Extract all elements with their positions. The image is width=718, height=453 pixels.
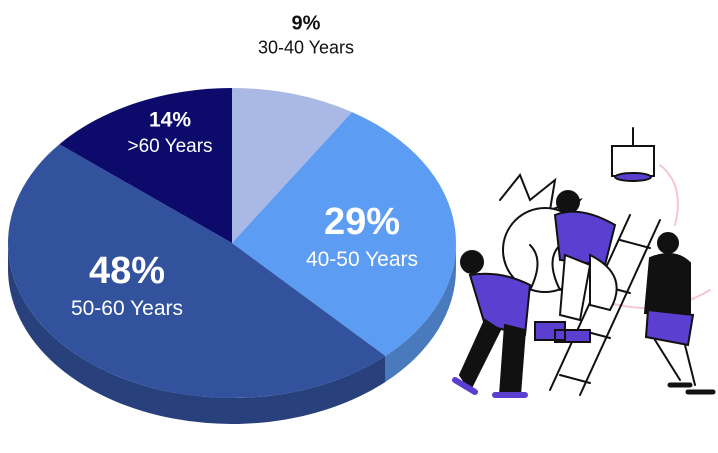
slice (232, 88, 353, 243)
category-label: >60 Years (127, 136, 212, 157)
category-label: 50-60 Years (71, 297, 183, 320)
value-label: 14% (149, 109, 191, 132)
illustration (452, 127, 716, 398)
slice (7, 144, 386, 399)
value-label: 48% (89, 250, 165, 292)
pie (7, 88, 457, 424)
slice-side (8, 243, 386, 424)
category-label: 40-50 Years (306, 248, 418, 271)
slice-side (385, 243, 456, 382)
value-label: 9% (292, 12, 321, 34)
labels: 9% 30-40 Years 29% 40-50 Years 48% 50-60 Year… (71, 12, 418, 320)
slice (59, 88, 233, 243)
slice (232, 112, 457, 356)
category-label: 30-40 Years (258, 37, 354, 57)
value-label: 29% (324, 201, 400, 243)
